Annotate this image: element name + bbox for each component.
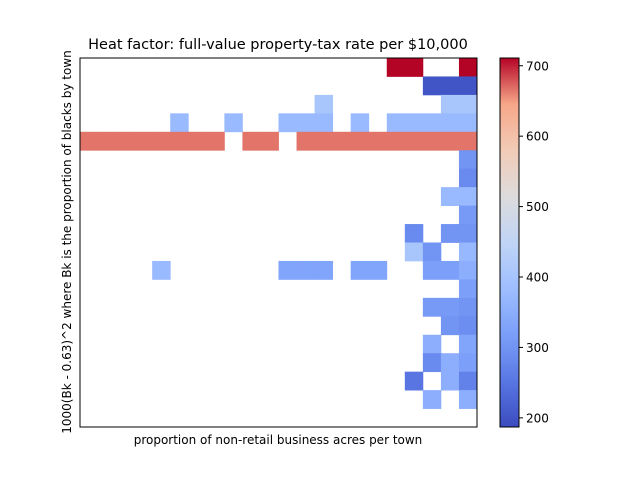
heatmap-cell xyxy=(170,113,189,133)
heatmap-cell xyxy=(440,224,460,243)
colorbar-ticks: 200 300 400 500 600 700 xyxy=(519,59,549,425)
heatmap-cell xyxy=(422,334,442,354)
heatmap-cell xyxy=(368,131,388,151)
plot-frame xyxy=(79,57,478,428)
heatmap-cell xyxy=(458,58,478,77)
heatmap-cell xyxy=(422,297,442,317)
heatmap-cell xyxy=(458,279,478,299)
heatmap-cell xyxy=(458,205,478,225)
heatmap-cell xyxy=(458,168,478,188)
heatmap-cell xyxy=(422,131,442,151)
colorbar-tick-label: 200 xyxy=(526,411,549,425)
heatmap-cell xyxy=(350,131,370,151)
heatmap-cell xyxy=(440,94,460,114)
heatmap-cells xyxy=(80,58,478,409)
heatmap-cell xyxy=(116,131,135,151)
heatmap-cell xyxy=(440,371,460,391)
heatmap-cell xyxy=(314,113,334,133)
heatmap-cell xyxy=(386,113,406,133)
heatmap-cell xyxy=(440,316,460,336)
colorbar-tick-label: 400 xyxy=(526,271,549,285)
heatmap-cell xyxy=(350,113,370,133)
heatmap-cell xyxy=(440,76,460,96)
heatmap-cell xyxy=(80,131,99,151)
heatmap-cell xyxy=(404,113,424,133)
colorbar-tick-label: 300 xyxy=(526,341,549,355)
heatmap-cell xyxy=(458,316,478,336)
colorbar xyxy=(499,57,520,428)
heatmap-cell xyxy=(296,113,315,133)
heatmap-cell xyxy=(242,131,261,151)
heatmap-cell xyxy=(278,113,297,133)
heatmap-cell xyxy=(458,94,478,114)
heatmap-cell xyxy=(422,260,442,280)
heatmap-cell xyxy=(152,131,171,151)
heatmap-cell xyxy=(386,58,406,77)
colorbar-tick-label: 500 xyxy=(526,200,549,214)
heatmap-cell xyxy=(458,242,478,262)
heatmap-cell xyxy=(422,390,442,409)
heatmap-cell xyxy=(458,76,478,96)
heatmap-cell xyxy=(440,260,460,280)
heatmap-cell xyxy=(404,131,424,151)
heatmap-cell xyxy=(458,113,478,133)
heatmap-cell xyxy=(386,131,406,151)
heatmap-cell xyxy=(422,242,442,262)
x-axis-label: proportion of non-retail business acres … xyxy=(134,433,423,447)
heatmap-cell xyxy=(296,131,315,151)
heatmap-cell xyxy=(278,260,297,280)
heatmap-cell xyxy=(458,187,478,206)
heatmap-cell xyxy=(440,187,460,206)
heatmap-cell xyxy=(188,131,207,151)
heatmap-cell xyxy=(260,131,279,151)
heatmap-cell xyxy=(422,113,442,133)
heatmap-cell xyxy=(458,131,478,151)
heatmap-cell xyxy=(458,371,478,391)
heatmap-cell xyxy=(134,131,153,151)
heatmap-cell xyxy=(206,131,225,151)
heatmap-cell xyxy=(404,224,424,243)
heatmap-cell xyxy=(458,260,478,280)
heatmap-cell xyxy=(314,131,334,151)
heatmap-cell xyxy=(98,131,117,151)
heatmap-cell xyxy=(440,353,460,373)
heatmap-cell xyxy=(458,390,478,409)
heatmap-cell xyxy=(404,242,424,262)
heatmap-cell xyxy=(170,131,189,151)
heatmap-cell xyxy=(368,260,388,280)
y-axis-label: 1000(Bk - 0.63)^2 where Bk is the propor… xyxy=(60,50,74,433)
heatmap-cell xyxy=(404,371,424,391)
heatmap-cell xyxy=(440,297,460,317)
heatmap-cell xyxy=(224,113,243,133)
heatmap-cell xyxy=(458,224,478,243)
heatmap-cell xyxy=(458,353,478,373)
heatmap-cell xyxy=(440,113,460,133)
heatmap-cell xyxy=(458,150,478,170)
heatmap-cell xyxy=(422,353,442,373)
heatmap-cell xyxy=(458,297,478,317)
chart-title: Heat factor: full-value property-tax rat… xyxy=(88,37,468,53)
heatmap-cell xyxy=(296,260,315,280)
heatmap-cell xyxy=(314,260,334,280)
heatmap-cell xyxy=(440,131,460,151)
heatmap-cell xyxy=(422,76,442,96)
heatmap-cell xyxy=(404,58,424,77)
colorbar-tick-label: 700 xyxy=(526,59,549,73)
heatmap-cell xyxy=(332,131,352,151)
colorbar-tick-label: 600 xyxy=(526,130,549,144)
heatmap-cell xyxy=(152,260,171,280)
heatmap-cell xyxy=(458,334,478,354)
heatmap-cell xyxy=(314,94,334,114)
heatmap-cell xyxy=(350,260,370,280)
